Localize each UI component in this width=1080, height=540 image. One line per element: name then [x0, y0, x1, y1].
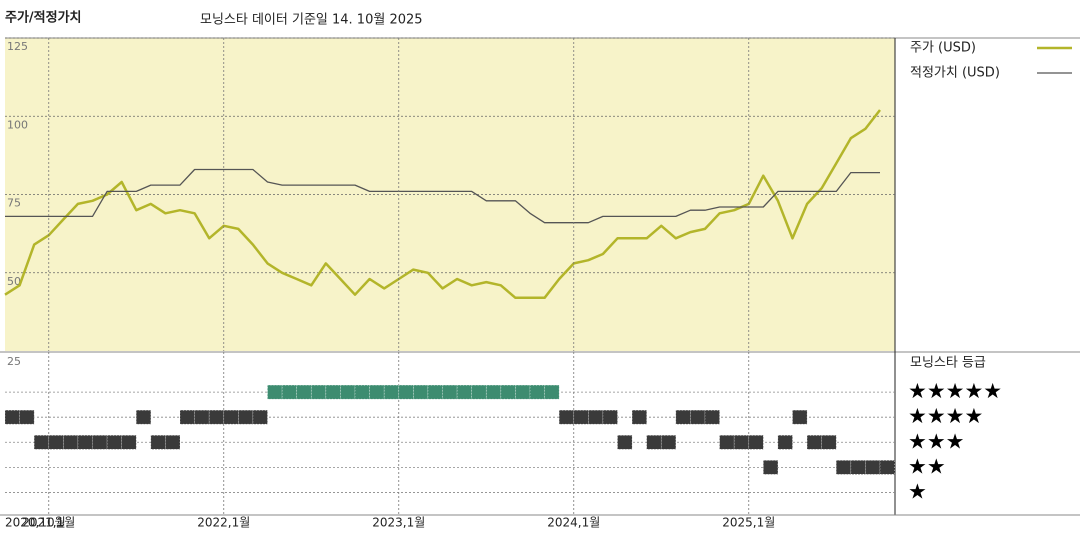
rating-bar [660, 434, 677, 450]
rating-bar [281, 384, 297, 400]
rating-bar [471, 384, 487, 400]
rating-bar [544, 384, 560, 400]
rating-bar [310, 384, 327, 400]
rating-bar [850, 460, 866, 475]
rating-bar [558, 409, 575, 425]
rating-bar [573, 409, 589, 425]
rating-bar [485, 384, 502, 400]
legend-label: 적정가치 (USD) [910, 66, 1000, 81]
x-tick-label: 2025,1월 [722, 516, 775, 530]
corner-label: 25 [7, 355, 21, 368]
rating-bar [704, 409, 720, 425]
rating-bar [835, 460, 852, 475]
rating-bar [442, 384, 458, 400]
rating-label: ★★★★★ [908, 379, 1002, 403]
rating-bar [325, 384, 341, 400]
rating-bar [427, 384, 443, 400]
rating-bar [4, 409, 20, 425]
rating-label: ★★ [908, 454, 946, 478]
rating-bar [865, 460, 881, 475]
rating-bar [515, 384, 531, 400]
rating-bar [879, 460, 895, 475]
rating-bar [33, 434, 50, 450]
rating-bar [398, 384, 414, 400]
rating-bar [413, 384, 429, 400]
rating-bar [777, 434, 793, 450]
y-tick-label: 100 [7, 118, 28, 131]
rating-bar [354, 384, 370, 400]
x-tick-label: 2022,1월 [197, 516, 250, 530]
rating-bar [165, 434, 181, 450]
rating-bar [238, 409, 254, 425]
chart-title: 주가/적정가치 [5, 10, 82, 26]
series-line [4, 109, 881, 300]
rating-bar [617, 434, 633, 450]
rating-bar [208, 409, 225, 425]
rating-bar [48, 434, 64, 450]
rating-bar [733, 434, 750, 450]
rating-bar [748, 434, 764, 450]
rating-bar [19, 409, 35, 425]
rating-bar [690, 409, 706, 425]
x-tick-label: 2021,1월 [22, 516, 75, 530]
rating-title: 모닝스타 등급 [910, 356, 986, 371]
rating-label: ★★★★ [908, 404, 983, 428]
rating-bar [267, 384, 283, 400]
rating-bar [179, 409, 195, 425]
rating-bar [602, 409, 618, 425]
rating-bar [646, 434, 662, 450]
x-tick-label: 2023,1월 [372, 516, 425, 530]
rating-bar [383, 384, 400, 400]
rating-bar [456, 384, 472, 400]
series-line [5, 168, 880, 224]
rating-bar [763, 460, 779, 475]
rating-bar [296, 384, 312, 400]
rating-bar [340, 384, 356, 400]
rating-label: ★ [908, 479, 927, 503]
x-tick-label: 2024,1월 [547, 516, 600, 530]
rating-bar [63, 434, 79, 450]
rating-bar [223, 409, 239, 425]
y-tick-label: 50 [7, 275, 21, 288]
y-tick-label: 75 [7, 197, 21, 210]
rating-bar [92, 434, 108, 450]
chart-subtitle: 모닝스타 데이터 기준일 14. 10월 2025 [200, 13, 423, 28]
rating-bar [719, 434, 735, 450]
rating-bar [675, 409, 691, 425]
rating-label: ★★★ [908, 429, 964, 453]
rating-bar [252, 409, 268, 425]
legend-label: 주가 (USD) [910, 41, 976, 56]
rating-bar [150, 434, 166, 450]
rating-bar [106, 434, 122, 450]
rating-bar [500, 384, 516, 400]
rating-bar [529, 384, 545, 400]
rating-bar [631, 409, 647, 425]
rating-bar [588, 409, 604, 425]
x-tick-label: 2020,10월 [5, 516, 66, 530]
rating-bar [121, 434, 137, 450]
rating-bar [369, 384, 385, 400]
rating-bar [806, 434, 822, 450]
rating-bar [194, 409, 210, 425]
rating-bar [821, 434, 837, 450]
rating-bar [792, 409, 808, 425]
rating-bar [135, 409, 152, 425]
y-tick-label: 125 [7, 40, 28, 53]
rating-bar [77, 434, 93, 450]
